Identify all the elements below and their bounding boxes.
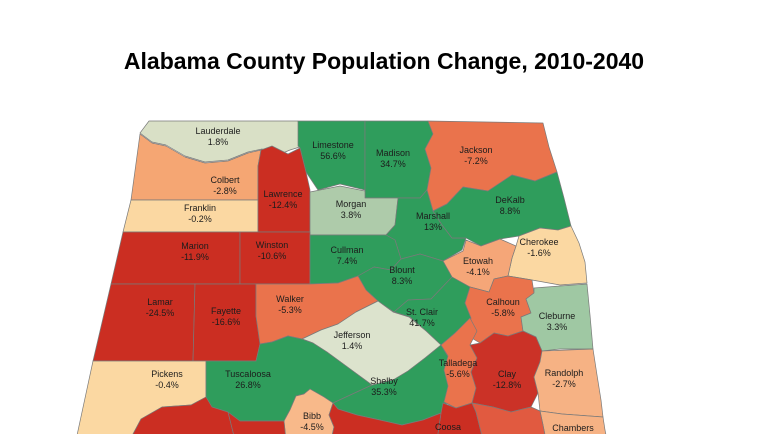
county-label-limestone: Limestone 56.6% — [312, 140, 354, 161]
county-shape-region — [471, 402, 546, 434]
page-title: Alabama County Population Change, 2010-2… — [123, 48, 645, 74]
county-label-calhoun: Calhoun -5.8% — [486, 297, 520, 318]
county-label-blount: Blount 8.3% — [389, 265, 415, 286]
county-label-lauderdale: Lauderdale 1.8% — [195, 126, 240, 147]
county-label-lawrence: Lawrence -12.4% — [263, 189, 302, 210]
county-shapes-layer — [76, 120, 607, 434]
county-label-walker: Walker -5.3% — [276, 294, 304, 315]
county-labels-layer: Lauderdale 1.8% Limestone 56.6% Madison 34.7%… — [146, 126, 595, 433]
county-label-cherokee: Cherokee -1.6% — [519, 237, 558, 258]
county-label-talladega: Talladega -5.6% — [439, 358, 478, 379]
county-label-clay: Clay -12.8% — [493, 369, 522, 390]
county-label-colbert: Colbert -2.8% — [210, 175, 240, 196]
county-label-stclair: St. Clair 41.7% — [406, 307, 438, 328]
county-label-cullman: Cullman 7.4% — [330, 245, 363, 266]
county-label-chambers: Chambers — [552, 423, 594, 433]
county-shape-bibb — [283, 388, 335, 434]
county-label-etowah: Etowah -4.1% — [463, 256, 493, 277]
county-label-marion: Marion -11.9% — [181, 241, 209, 262]
county-shape-region — [227, 411, 286, 434]
county-label-dekalb: DeKalb 8.8% — [495, 195, 525, 216]
county-shape-coosa — [437, 402, 482, 434]
county-label-jefferson: Jefferson 1.4% — [334, 330, 371, 351]
county-label-pickens: Pickens -0.4% — [151, 369, 183, 390]
county-label-shelby: Shelby 35.3% — [370, 376, 398, 397]
county-label-jackson: Jackson -7.2% — [459, 145, 492, 166]
county-shape-lawrence — [257, 145, 311, 233]
county-shape-lamar — [92, 283, 196, 362]
county-label-lamar: Lamar -24.5% — [146, 297, 175, 318]
county-label-randolph: Randolph -2.7% — [545, 368, 584, 389]
county-label-tuscaloosa: Tuscaloosa 26.8% — [225, 369, 271, 390]
county-label-coosa: Coosa — [435, 422, 461, 432]
county-label-franklin: Franklin -0.2% — [184, 203, 216, 224]
county-shape-marion — [110, 231, 241, 285]
county-label-madison: Madison 34.7% — [376, 148, 410, 169]
county-label-winston: Winston -10.6% — [256, 240, 289, 261]
county-label-marshall: Marshall 13% — [416, 211, 450, 232]
county-label-cleburne: Cleburne 3.3% — [539, 311, 576, 332]
county-label-morgan: Morgan 3.8% — [336, 199, 367, 220]
county-shape-region — [328, 402, 442, 434]
county-label-bibb: Bibb -4.5% — [300, 411, 324, 432]
county-label-fayette: Fayette -16.6% — [211, 306, 241, 327]
